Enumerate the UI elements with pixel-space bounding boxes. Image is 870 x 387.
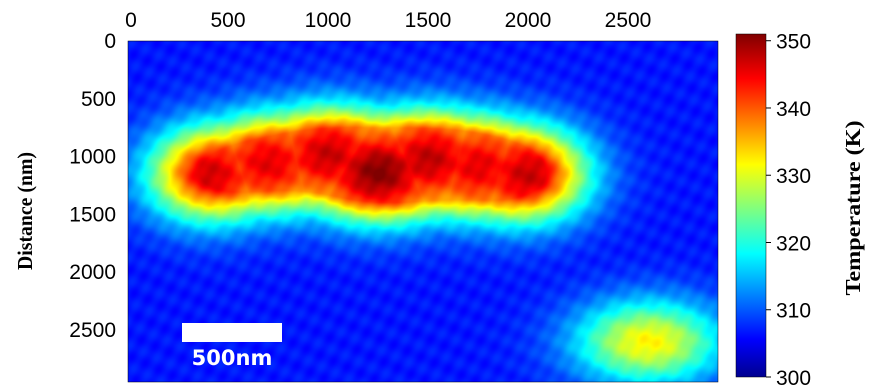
x-tick-label: 0 (125, 9, 137, 32)
y-axis-label: Distance (nm) (13, 152, 37, 270)
y-tick-label: 500 (81, 88, 116, 111)
colorbar-tick-label: 320 (776, 232, 811, 255)
colorbar-tick-label: 310 (776, 300, 811, 323)
x-axis-ticks: 0 500 1000 1500 2000 2500 (125, 9, 651, 32)
x-tick-label: 2500 (605, 9, 652, 32)
x-tick-label: 1500 (405, 9, 452, 32)
scale-bar: 500nm (182, 323, 282, 370)
x-tick-label: 2000 (505, 9, 552, 32)
colorbar-tick-label: 340 (776, 98, 811, 121)
colorbar: 300 310 320 330 340 350 Temperature (K) (735, 31, 865, 387)
y-tick-label: 1500 (69, 203, 116, 226)
y-tick-label: 2000 (69, 261, 116, 284)
colorbar-tick-label: 330 (776, 165, 811, 188)
y-tick-label: 0 (104, 30, 116, 53)
colorbar-tick-label: 350 (776, 31, 811, 54)
y-tick-label: 2500 (69, 319, 116, 342)
y-axis-ticks: 0 500 1000 1500 2000 2500 (69, 30, 116, 342)
colorbar-label: Temperature (K) (841, 121, 865, 296)
colorbar-gradient (735, 33, 767, 378)
x-tick-label: 500 (210, 9, 245, 32)
x-tick-label: 1000 (305, 9, 352, 32)
colorbar-ticks: 300 310 320 330 340 350 (766, 31, 811, 387)
colorbar-tick-label: 300 (776, 367, 811, 387)
scale-bar-label: 500nm (192, 346, 273, 370)
y-tick-label: 1000 (69, 146, 116, 169)
scale-bar-line (182, 323, 282, 342)
